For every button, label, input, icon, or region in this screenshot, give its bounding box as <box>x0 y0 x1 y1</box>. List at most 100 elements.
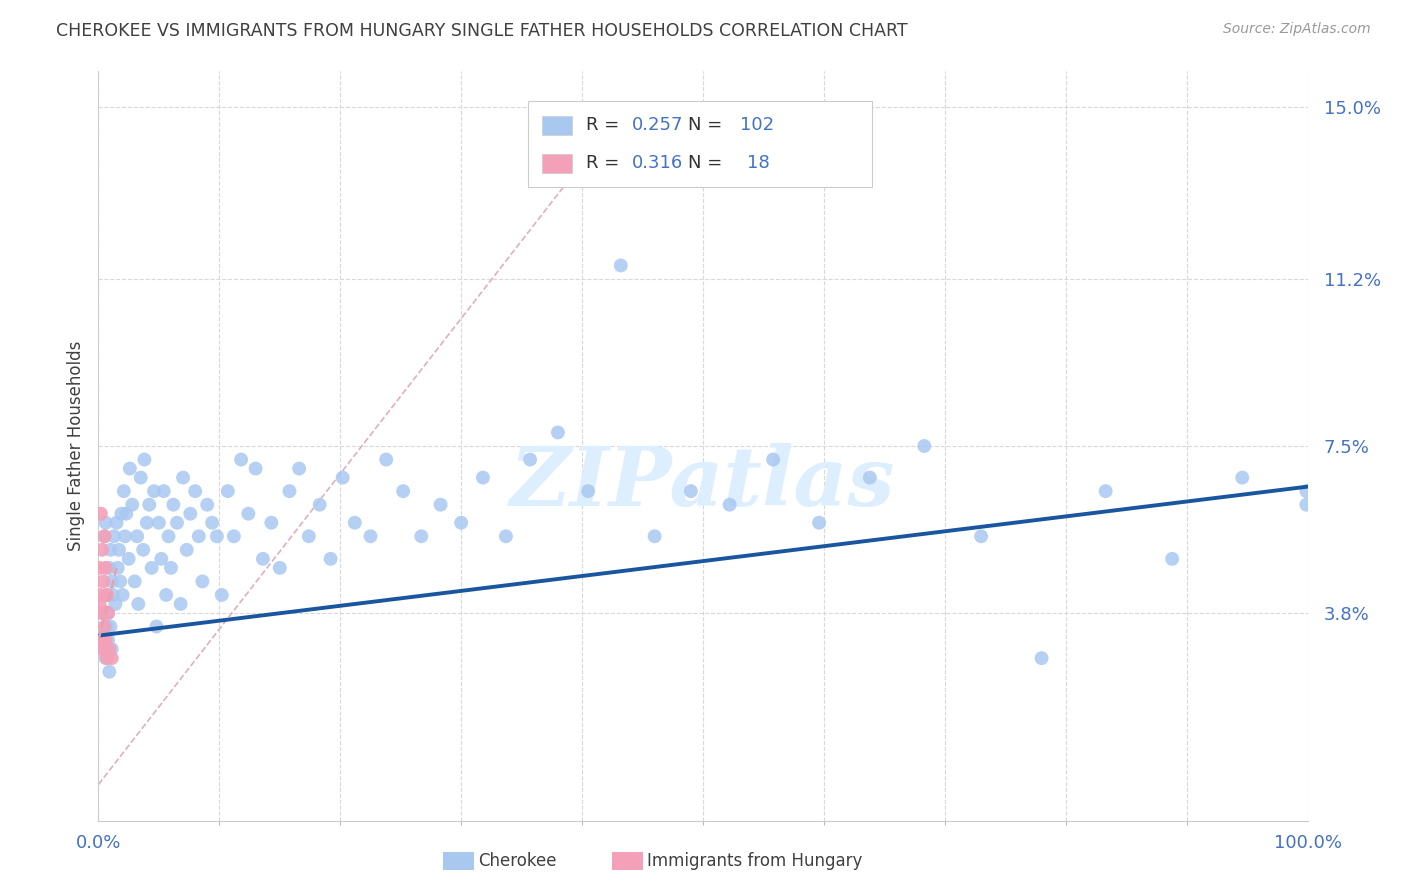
Point <box>129 470 152 484</box>
Point <box>718 498 741 512</box>
Point <box>98 642 121 657</box>
Point <box>169 597 191 611</box>
Point <box>89 561 111 575</box>
Point <box>411 529 433 543</box>
Point <box>91 629 114 643</box>
Point <box>94 633 117 648</box>
Point <box>1232 470 1254 484</box>
Point <box>108 542 131 557</box>
Point <box>162 498 184 512</box>
Point <box>547 425 569 440</box>
Bar <box>543 154 572 173</box>
Point <box>91 633 114 648</box>
Point <box>762 452 785 467</box>
Point <box>91 574 114 589</box>
Text: ZIPatlas: ZIPatlas <box>510 443 896 524</box>
Point <box>93 529 115 543</box>
Point <box>94 651 117 665</box>
Point <box>148 516 170 530</box>
Point <box>360 529 382 543</box>
Point <box>211 588 233 602</box>
Point <box>375 452 398 467</box>
Bar <box>543 116 572 135</box>
Point <box>298 529 321 543</box>
Point <box>93 529 115 543</box>
Point <box>100 542 122 557</box>
Text: R =: R = <box>586 154 624 172</box>
Point <box>238 507 260 521</box>
Point <box>100 642 122 657</box>
Point <box>98 665 121 679</box>
Point <box>152 484 174 499</box>
Point <box>610 259 633 273</box>
Point <box>96 588 118 602</box>
Text: CHEROKEE VS IMMIGRANTS FROM HUNGARY SINGLE FATHER HOUSEHOLDS CORRELATION CHART: CHEROKEE VS IMMIGRANTS FROM HUNGARY SING… <box>56 22 908 40</box>
Point <box>91 606 114 620</box>
Point <box>644 529 666 543</box>
Point <box>105 516 128 530</box>
Point <box>205 529 228 543</box>
Point <box>450 516 472 530</box>
Point <box>104 597 127 611</box>
Point <box>97 606 120 620</box>
Point <box>107 561 129 575</box>
Text: N =: N = <box>689 117 728 135</box>
Point <box>150 552 173 566</box>
Point <box>111 588 134 602</box>
Point <box>229 452 252 467</box>
Point <box>89 597 111 611</box>
Point <box>343 516 366 530</box>
Point <box>187 529 209 543</box>
Point <box>138 498 160 512</box>
Point <box>96 651 118 665</box>
Point <box>319 552 342 566</box>
Point <box>91 606 114 620</box>
Point <box>217 484 239 499</box>
Text: 102: 102 <box>741 117 775 135</box>
Point <box>97 633 120 648</box>
Point <box>471 470 494 484</box>
Point <box>100 619 122 633</box>
Point <box>94 561 117 575</box>
Point <box>576 484 599 499</box>
Point <box>135 516 157 530</box>
Point <box>145 619 167 633</box>
Point <box>808 516 831 530</box>
Point <box>103 529 125 543</box>
Point <box>155 588 177 602</box>
Text: Immigrants from Hungary: Immigrants from Hungary <box>647 852 862 870</box>
Point <box>1295 484 1317 499</box>
Point <box>121 498 143 512</box>
Point <box>191 574 214 589</box>
Point <box>98 561 121 575</box>
Point <box>110 507 132 521</box>
Point <box>519 452 541 467</box>
Point <box>392 484 415 499</box>
Point <box>100 574 122 589</box>
Point <box>179 507 201 521</box>
Point <box>184 484 207 499</box>
Point <box>332 470 354 484</box>
Point <box>157 529 180 543</box>
Point <box>115 507 138 521</box>
Point <box>269 561 291 575</box>
Point <box>252 552 274 566</box>
Point <box>429 498 451 512</box>
Point <box>495 529 517 543</box>
Point <box>172 470 194 484</box>
Point <box>970 529 993 543</box>
Point <box>222 529 245 543</box>
Point <box>141 561 163 575</box>
Point <box>90 588 112 602</box>
Point <box>134 452 156 467</box>
Point <box>166 516 188 530</box>
Text: Cherokee: Cherokee <box>478 852 557 870</box>
Point <box>260 516 283 530</box>
Text: Source: ZipAtlas.com: Source: ZipAtlas.com <box>1223 22 1371 37</box>
Point <box>308 498 330 512</box>
Point <box>91 642 114 657</box>
Point <box>288 461 311 475</box>
Point <box>124 574 146 589</box>
FancyBboxPatch shape <box>527 102 872 187</box>
Point <box>1031 651 1053 665</box>
